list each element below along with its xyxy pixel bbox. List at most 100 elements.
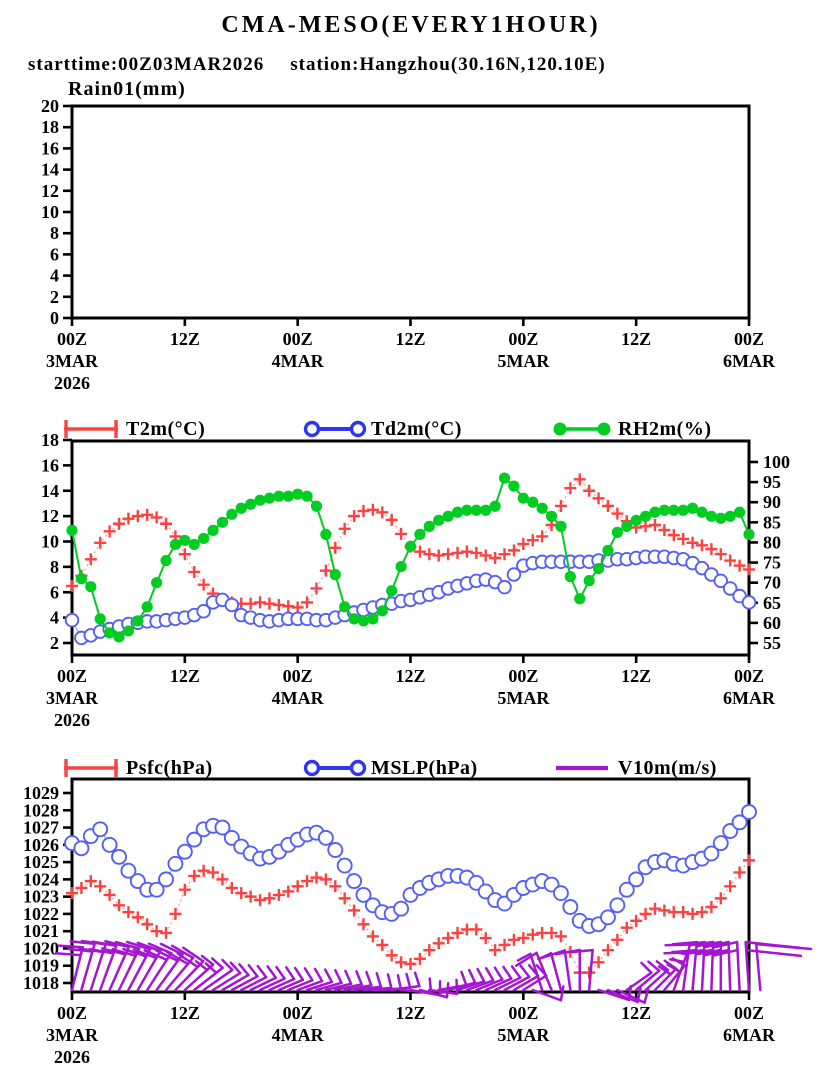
t2m-series (66, 473, 755, 614)
svg-text:1023: 1023 (23, 887, 59, 907)
svg-text:14: 14 (41, 160, 59, 180)
svg-text:70: 70 (763, 573, 781, 593)
svg-text:6: 6 (50, 244, 59, 264)
rh2m-legend-label: RH2m(%) (618, 417, 712, 440)
svg-text:2026: 2026 (54, 373, 90, 393)
svg-text:12Z: 12Z (621, 1003, 651, 1023)
svg-text:1025: 1025 (23, 852, 59, 872)
svg-text:12Z: 12Z (170, 666, 200, 686)
svg-text:16: 16 (41, 138, 59, 158)
psfc-series (66, 854, 755, 979)
svg-text:4: 4 (50, 266, 59, 286)
svg-text:5MAR: 5MAR (497, 1025, 550, 1045)
svg-text:4: 4 (50, 608, 59, 628)
t2m-legend-marker (64, 420, 118, 438)
svg-text:00Z: 00Z (283, 1003, 313, 1023)
svg-text:90: 90 (763, 492, 781, 512)
svg-text:00Z: 00Z (508, 666, 538, 686)
svg-text:12Z: 12Z (170, 329, 200, 349)
svg-text:00Z: 00Z (283, 329, 313, 349)
pressure-legend-item-mslp: MSLP(hPa) (303, 756, 478, 780)
svg-text:18: 18 (41, 430, 59, 450)
temp-legend-item-rh2m: RH2m(%) (550, 417, 711, 441)
svg-text:12: 12 (41, 506, 59, 526)
svg-text:1029: 1029 (23, 783, 59, 803)
pressure-left-axis: 1018101910201021102210231024102510261027… (23, 783, 72, 993)
svg-text:12Z: 12Z (170, 1003, 200, 1023)
svg-text:6: 6 (50, 582, 59, 602)
svg-text:1018: 1018 (23, 973, 59, 993)
svg-text:12Z: 12Z (395, 329, 425, 349)
svg-text:1022: 1022 (23, 904, 59, 924)
pressure-legend-item-psfc: Psfc(hPa) (58, 756, 213, 780)
rain-panel (70, 104, 751, 320)
svg-text:4MAR: 4MAR (272, 351, 325, 371)
svg-text:1026: 1026 (23, 835, 59, 855)
svg-text:12Z: 12Z (621, 666, 651, 686)
v10m-legend-marker (556, 765, 608, 771)
svg-text:16: 16 (41, 455, 59, 475)
rh2m-legend-marker (553, 422, 611, 436)
temp-legend-item-td2m: Td2m(°C) (303, 417, 462, 441)
rain-panel-title: Rain01(mm) (68, 78, 186, 100)
svg-text:95: 95 (763, 472, 781, 492)
svg-text:5MAR: 5MAR (497, 351, 550, 371)
svg-text:00Z: 00Z (508, 329, 538, 349)
svg-text:2: 2 (50, 633, 59, 653)
run-info: starttime:00Z03MAR2026 station:Hangzhou(3… (28, 54, 606, 76)
svg-text:00Z: 00Z (57, 666, 87, 686)
svg-text:12Z: 12Z (395, 1003, 425, 1023)
svg-text:00Z: 00Z (57, 1003, 87, 1023)
svg-text:1019: 1019 (23, 956, 59, 976)
svg-text:75: 75 (763, 553, 781, 573)
svg-text:10: 10 (41, 532, 59, 552)
td2m-legend-label: Td2m(°C) (371, 417, 462, 440)
svg-text:65: 65 (763, 593, 781, 613)
t2m-legend-label: T2m(°C) (126, 417, 206, 440)
mslp-legend-label: MSLP(hPa) (371, 756, 478, 779)
svg-text:2026: 2026 (54, 710, 90, 730)
temp-legend-item-t2m: T2m(°C) (58, 417, 205, 441)
psfc-legend-label: Psfc(hPa) (126, 756, 213, 779)
svg-text:3MAR: 3MAR (46, 351, 99, 371)
temp-legend: T2m(°C) Td2m(°C) RH2m(%) (0, 417, 822, 441)
psfc-legend-marker (64, 759, 118, 777)
temp-left-axis: 2 4 6 8 10 12 14 16 18 (41, 430, 72, 653)
svg-text:6MAR: 6MAR (723, 1025, 776, 1045)
page-title: CMA-MESO(EVERY1HOUR) (221, 12, 601, 38)
mslp-series (64, 804, 757, 934)
svg-text:00Z: 00Z (734, 666, 764, 686)
svg-text:1020: 1020 (23, 938, 59, 958)
svg-text:12: 12 (41, 181, 59, 201)
svg-text:14: 14 (41, 481, 59, 501)
svg-text:3MAR: 3MAR (46, 688, 99, 708)
mslp-legend-marker (303, 759, 367, 777)
svg-text:00Z: 00Z (734, 1003, 764, 1023)
starttime-label: starttime:00Z03MAR2026 (28, 54, 265, 75)
svg-text:3MAR: 3MAR (46, 1025, 99, 1045)
v10m-wind-barbs (55, 939, 813, 1004)
svg-text:00Z: 00Z (734, 329, 764, 349)
td2m-legend-marker (303, 420, 367, 438)
svg-text:6MAR: 6MAR (723, 351, 776, 371)
svg-text:20: 20 (41, 96, 59, 116)
svg-text:6MAR: 6MAR (723, 688, 776, 708)
rh2m-series (66, 472, 755, 643)
svg-text:85: 85 (763, 512, 781, 532)
station-label: station:Hangzhou(30.16N,120.10E) (290, 54, 606, 75)
svg-text:00Z: 00Z (57, 329, 87, 349)
svg-text:4MAR: 4MAR (272, 1025, 325, 1045)
svg-text:00Z: 00Z (283, 666, 313, 686)
svg-text:10: 10 (41, 202, 59, 222)
svg-text:60: 60 (763, 613, 781, 633)
svg-text:12Z: 12Z (621, 329, 651, 349)
svg-text:55: 55 (763, 633, 781, 653)
svg-text:1028: 1028 (23, 800, 59, 820)
svg-text:8: 8 (50, 223, 59, 243)
svg-text:18: 18 (41, 117, 59, 137)
svg-text:8: 8 (50, 557, 59, 577)
